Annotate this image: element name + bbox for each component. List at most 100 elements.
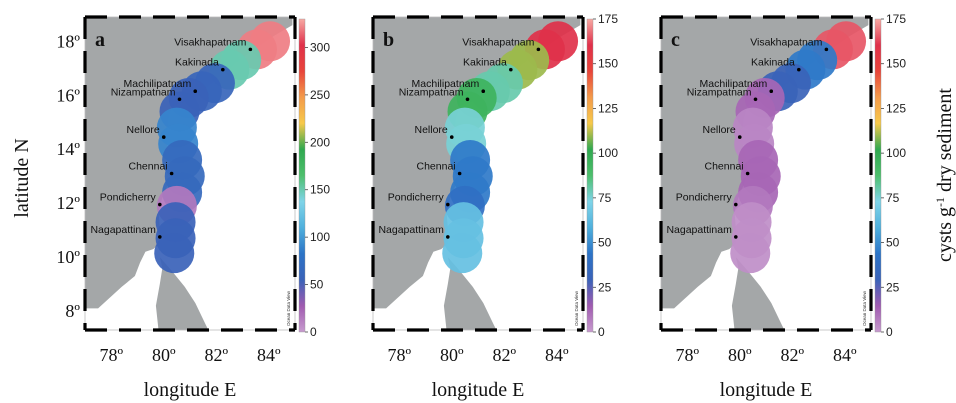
land-india	[85, 17, 293, 309]
colorbar-strip	[298, 18, 306, 333]
colorbar-tick-label: 50	[886, 236, 900, 250]
station-marker	[446, 235, 450, 239]
panel-letter: b	[383, 29, 394, 51]
station-label: Pondicherry	[676, 192, 733, 204]
colorbar-tick-label: 175	[886, 12, 906, 26]
colorbar: 0 25 50 75 100 125 150 175	[874, 12, 906, 339]
station-chennai: Chennai	[129, 161, 174, 176]
colorbar-tick-label: 150	[886, 57, 906, 71]
colorbar-tick-label: 300	[310, 40, 330, 54]
station-label: Machilipatnam	[700, 78, 768, 90]
y-tick-label: 14º	[56, 139, 80, 159]
colorbar-tick-label: 0	[310, 325, 317, 339]
colorbar-tick-label: 0	[598, 325, 605, 339]
land-india	[373, 17, 581, 309]
station-marker	[481, 89, 486, 94]
concentration-cell	[442, 233, 483, 274]
station-marker	[248, 47, 253, 52]
station-label: Nellore	[702, 124, 735, 136]
colorbar-tick-label: 150	[598, 57, 618, 71]
panels: VisakhapatnamKakinadaMachilipatnamNizamp…	[56, 12, 906, 401]
station-marker	[169, 171, 174, 176]
land-sri-lanka	[731, 257, 785, 330]
station-label: Kakinada	[175, 57, 219, 69]
credit-text: Ocean Data View	[574, 290, 579, 326]
x-tick-label: 82º	[492, 345, 516, 365]
colorbar-tick-label: 100	[310, 230, 330, 244]
x-tick-label: 78º	[99, 345, 123, 365]
station-marker	[221, 67, 225, 72]
colorbar-tick-label: 125	[886, 101, 906, 115]
station-nagapattinam: Nagapattinam	[90, 224, 162, 239]
station-chennai: Chennai	[417, 161, 462, 176]
station-marker	[753, 97, 758, 102]
station-marker	[797, 67, 801, 72]
station-label: Pondicherry	[388, 192, 445, 204]
station-marker	[161, 135, 166, 139]
station-marker	[734, 235, 738, 239]
station-kakinada: Kakinada	[463, 57, 513, 72]
colorbar-tick-label: 75	[886, 191, 900, 205]
station-machilipatnam: Machilipatnam	[700, 78, 774, 94]
colorbar-tick-label: 250	[310, 88, 330, 102]
y-tick-label: 8º	[65, 301, 80, 321]
station-machilipatnam: Machilipatnam	[124, 78, 198, 94]
colorbar-tick-label: 50	[310, 278, 324, 292]
station-nellore: Nellore	[702, 124, 742, 139]
panel-letter: a	[95, 29, 105, 51]
station-marker	[465, 97, 470, 102]
colorbar-title-rest: dry sediment	[934, 88, 956, 197]
station-label: Kakinada	[463, 57, 507, 69]
colorbar-title-main: cysts g	[934, 207, 956, 262]
station-label: Pondicherry	[100, 192, 157, 204]
colorbar-tick-label: 150	[310, 183, 330, 197]
station-marker	[737, 135, 742, 139]
x-tick-label: 82º	[204, 345, 228, 365]
station-visakhapatnam: Visakhapatnam	[750, 36, 829, 52]
colorbar-tick-label: 75	[598, 191, 612, 205]
station-marker	[158, 202, 162, 207]
station-label: Nagapattinam	[90, 224, 156, 236]
station-label: Visakhapatnam	[750, 36, 822, 48]
y-axis-title: latitude N	[11, 138, 33, 217]
station-label: Nizampatnam	[111, 86, 176, 98]
station-marker	[769, 89, 774, 94]
station-marker	[734, 202, 738, 207]
colorbar-tick-label: 100	[886, 146, 906, 160]
station-marker	[177, 97, 182, 102]
station-label: Nagapattinam	[378, 224, 444, 236]
panel-a: Visakhapatnam Kakinada MachilipatnamNizamp…	[56, 15, 330, 401]
colorbar-tick-label: 125	[598, 101, 618, 115]
station-marker	[449, 135, 454, 139]
station-pondicherry: Pondicherry	[676, 192, 738, 207]
station-label: Visakhapatnam	[174, 36, 246, 48]
land-sri-lanka	[443, 257, 497, 330]
station-label: Chennai	[705, 161, 744, 173]
panel-letter: c	[671, 29, 680, 51]
station-marker	[745, 171, 750, 176]
station-nizampatnam: Nizampatnam	[687, 86, 758, 102]
x-tick-label: 82º	[780, 345, 804, 365]
x-tick-label: 78º	[387, 345, 411, 365]
station-visakhapatnam: Visakhapatnam	[174, 36, 253, 52]
station-pondicherry: Pondicherry	[388, 192, 450, 207]
colorbar: 0 25 50 75 100 125 150 175	[586, 12, 618, 339]
station-nagapattinam: Nagapattinam	[666, 224, 738, 239]
colorbar-tick-label: 175	[598, 12, 618, 26]
colorbar: 0 50 100 150 200 250 300	[298, 18, 330, 339]
x-tick-label: 78º	[675, 345, 699, 365]
station-nizampatnam: Nizampatnam	[111, 86, 182, 102]
station-nellore: Nellore	[414, 124, 454, 139]
station-label: Chennai	[129, 161, 168, 173]
station-label: Nellore	[126, 124, 159, 136]
station-marker	[158, 235, 162, 239]
x-tick-label: 84º	[257, 345, 281, 365]
station-marker	[446, 202, 450, 207]
station-marker	[536, 47, 541, 52]
concentration-cell	[730, 233, 771, 274]
x-axis-title: longitude E	[720, 379, 813, 401]
station-pondicherry: Pondicherry	[100, 192, 162, 207]
station-chennai: Chennai	[705, 161, 750, 176]
colorbar-tick-label: 0	[886, 325, 893, 339]
